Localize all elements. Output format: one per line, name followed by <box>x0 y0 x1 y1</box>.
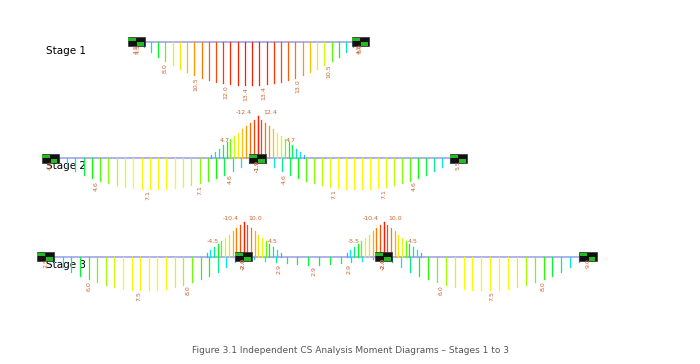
FancyBboxPatch shape <box>375 253 383 256</box>
Text: 4.5: 4.5 <box>135 44 141 54</box>
FancyBboxPatch shape <box>579 252 597 261</box>
Text: 4.5: 4.5 <box>48 160 53 170</box>
Text: 7.1: 7.1 <box>146 191 150 201</box>
Text: 10.0: 10.0 <box>248 215 262 221</box>
Text: 6.0: 6.0 <box>438 285 443 295</box>
Text: Stage 2: Stage 2 <box>46 161 85 171</box>
Text: 4.5: 4.5 <box>134 44 139 54</box>
Text: 8.0: 8.0 <box>540 281 545 291</box>
Text: -1.9: -1.9 <box>255 160 260 172</box>
FancyBboxPatch shape <box>46 257 52 261</box>
FancyBboxPatch shape <box>248 154 267 163</box>
FancyBboxPatch shape <box>361 42 368 46</box>
Text: 9.0: 9.0 <box>585 258 591 268</box>
FancyBboxPatch shape <box>450 155 458 158</box>
Text: -2.0: -2.0 <box>241 258 246 270</box>
FancyBboxPatch shape <box>244 257 251 261</box>
Text: 4.6: 4.6 <box>281 174 286 184</box>
Text: Stage 3: Stage 3 <box>46 260 85 270</box>
Text: 10.5: 10.5 <box>193 78 198 91</box>
FancyBboxPatch shape <box>128 38 136 41</box>
Text: -4.5: -4.5 <box>207 238 219 244</box>
Text: 2.9: 2.9 <box>276 264 281 274</box>
FancyBboxPatch shape <box>384 257 391 261</box>
Text: 7.1: 7.1 <box>382 189 386 198</box>
Text: 13.0: 13.0 <box>295 79 300 93</box>
Text: 12.0: 12.0 <box>223 86 229 99</box>
Text: 6.0: 6.0 <box>87 281 92 291</box>
FancyBboxPatch shape <box>580 253 587 256</box>
Text: 8.0: 8.0 <box>358 44 363 54</box>
Text: 2.5: 2.5 <box>43 258 48 268</box>
FancyBboxPatch shape <box>137 42 144 46</box>
FancyBboxPatch shape <box>351 37 370 47</box>
FancyBboxPatch shape <box>235 253 243 256</box>
Text: 8.0: 8.0 <box>186 285 190 295</box>
Text: -5.5: -5.5 <box>347 238 359 244</box>
Text: 4.6: 4.6 <box>94 181 99 191</box>
FancyBboxPatch shape <box>127 37 146 47</box>
Text: 10.0: 10.0 <box>389 215 402 221</box>
Text: 2.9: 2.9 <box>346 264 351 274</box>
Text: 12.4: 12.4 <box>263 110 277 115</box>
Text: -2.0: -2.0 <box>381 258 386 270</box>
Text: -1.9: -1.9 <box>255 160 260 172</box>
FancyBboxPatch shape <box>36 252 55 261</box>
FancyBboxPatch shape <box>258 159 265 163</box>
Text: -10.4: -10.4 <box>363 215 379 221</box>
FancyBboxPatch shape <box>37 253 45 256</box>
Text: 13.4: 13.4 <box>262 87 267 100</box>
FancyBboxPatch shape <box>374 252 393 261</box>
FancyBboxPatch shape <box>249 155 257 158</box>
FancyBboxPatch shape <box>41 154 60 163</box>
FancyBboxPatch shape <box>51 159 57 163</box>
Text: 10.5: 10.5 <box>327 65 332 78</box>
FancyBboxPatch shape <box>234 252 253 261</box>
FancyBboxPatch shape <box>42 155 50 158</box>
Text: -12.4: -12.4 <box>236 110 252 115</box>
Text: 4.7: 4.7 <box>286 138 295 143</box>
Text: -2.0: -2.0 <box>241 258 246 270</box>
Text: 4.5: 4.5 <box>408 238 418 244</box>
Text: -10.4: -10.4 <box>223 215 239 221</box>
FancyBboxPatch shape <box>352 38 360 41</box>
Text: 4.5: 4.5 <box>356 44 362 54</box>
Text: 2.9: 2.9 <box>311 266 316 276</box>
Text: 4.7: 4.7 <box>220 138 230 143</box>
Text: 5.5: 5.5 <box>456 160 461 170</box>
FancyBboxPatch shape <box>589 257 595 261</box>
Text: -2.0: -2.0 <box>381 258 386 270</box>
Text: 7.1: 7.1 <box>331 189 337 199</box>
Text: 7.1: 7.1 <box>197 185 202 195</box>
Text: 4.6: 4.6 <box>412 181 416 191</box>
Text: Figure 3.1 Independent CS Analysis Moment Diagrams – Stages 1 to 3: Figure 3.1 Independent CS Analysis Momen… <box>192 346 508 355</box>
FancyBboxPatch shape <box>449 154 468 163</box>
Text: 4.5: 4.5 <box>268 238 278 244</box>
Text: 8.0: 8.0 <box>163 63 168 73</box>
Text: Stage 1: Stage 1 <box>46 46 85 56</box>
Text: 13.4: 13.4 <box>244 87 248 101</box>
FancyBboxPatch shape <box>459 159 466 163</box>
Text: 7.5: 7.5 <box>136 292 141 301</box>
Text: 7.5: 7.5 <box>489 292 494 301</box>
Text: 4.6: 4.6 <box>228 174 233 184</box>
